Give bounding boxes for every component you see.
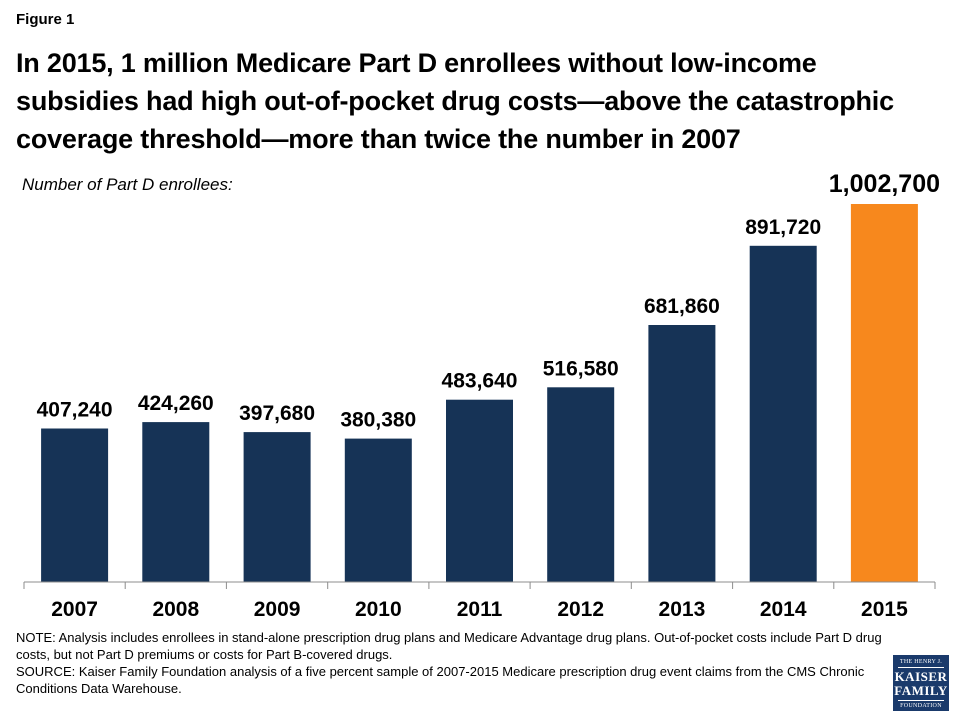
value-label-2012: 516,580 xyxy=(543,357,619,380)
logo-line-4: FOUNDATION xyxy=(900,703,942,709)
logo-line-3: FAMILY xyxy=(894,683,948,698)
category-label-2007: 2007 xyxy=(51,598,98,621)
category-label-2010: 2010 xyxy=(355,598,402,621)
bar-2011 xyxy=(446,399,513,582)
category-label-2011: 2011 xyxy=(457,598,503,621)
value-label-2015: 1,002,700 xyxy=(829,170,940,198)
category-label-2014: 2014 xyxy=(760,598,807,621)
value-label-2011: 483,640 xyxy=(442,370,518,393)
notes-block: NOTE: Analysis includes enrollees in sta… xyxy=(16,629,886,697)
bar-2015 xyxy=(850,204,918,582)
category-label-2008: 2008 xyxy=(152,598,199,621)
value-label-2008: 424,260 xyxy=(138,392,214,415)
bars-group xyxy=(41,204,918,583)
value-label-2009: 397,680 xyxy=(239,402,315,425)
source-text: SOURCE: Kaiser Family Foundation analysi… xyxy=(16,664,865,696)
y-axis-label: Number of Part D enrollees: xyxy=(22,175,233,194)
chart-title: In 2015, 1 million Medicare Part D enrol… xyxy=(16,48,894,154)
category-labels-group: 2007 2008 2009 2010 2011 2012 2013 2014 2015 xyxy=(51,598,908,621)
category-label-2009: 2009 xyxy=(254,598,301,621)
bar-2014 xyxy=(749,245,817,583)
logo-line-1: THE HENRY J. xyxy=(899,659,943,665)
bar-2007 xyxy=(41,428,109,582)
figure-label: Figure 1 xyxy=(16,11,75,28)
value-label-2013: 681,860 xyxy=(644,295,720,318)
bar-2010 xyxy=(344,438,412,582)
logo-line-2: KAISER xyxy=(894,669,948,684)
value-label-2014: 891,720 xyxy=(745,216,821,239)
category-label-2015: 2015 xyxy=(861,598,908,621)
value-label-2010: 380,380 xyxy=(340,409,416,432)
x-axis-ticks-group xyxy=(23,582,936,589)
value-label-2007: 407,240 xyxy=(37,399,113,422)
value-labels-group: 407,240 424,260 397,680 380,380 483,640 516,5… xyxy=(37,170,940,432)
note-text: NOTE: Analysis includes enrollees in sta… xyxy=(16,630,882,662)
category-label-2012: 2012 xyxy=(557,598,604,621)
kff-logo: THE HENRY J. KAISER FAMILY FOUNDATION xyxy=(893,655,949,711)
bar-2012 xyxy=(547,387,615,582)
category-label-2013: 2013 xyxy=(659,598,706,621)
bar-2009 xyxy=(243,432,311,582)
bar-2008 xyxy=(142,422,210,582)
bar-2013 xyxy=(648,325,716,582)
